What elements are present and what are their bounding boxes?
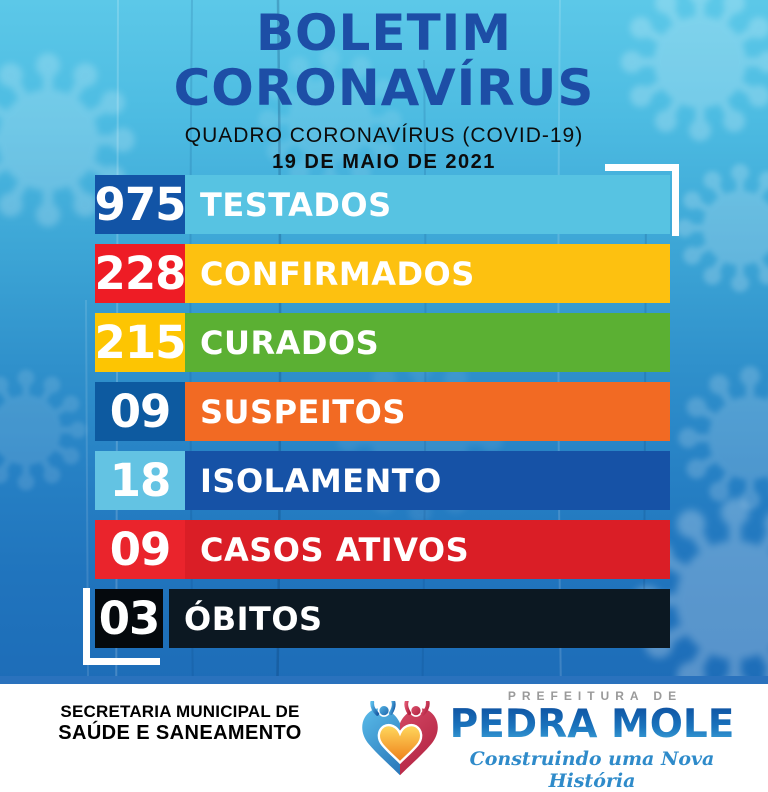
stat-bar: TESTADOS: [185, 175, 670, 234]
subtitle: QUADRO CORONAVÍRUS (COVID-19): [184, 124, 584, 147]
stat-value: 03: [95, 589, 163, 648]
stat-label: CONFIRMADOS: [200, 254, 475, 293]
stat-row-isolamento: 18 ISOLAMENTO: [95, 451, 670, 510]
stat-bar: ISOLAMENTO: [185, 451, 670, 510]
pedra-mole-logo: PREFEITURA DE PEDRA MOLE Construindo uma…: [358, 687, 738, 792]
figure-right-icon: [404, 700, 430, 717]
stat-row-obitos: 03 ÓBITOS: [95, 589, 670, 648]
stat-value: 09: [95, 520, 185, 579]
corner-bracket-bottom-left: [83, 588, 160, 665]
logo-heart-icon: [362, 700, 438, 775]
footer: SECRETARIA MUNICIPAL DE SAÚDE E SANEAMEN…: [0, 684, 768, 792]
stat-row-suspeitos: 09 SUSPEITOS: [95, 382, 670, 441]
title-line-2: CORONAVÍRUS: [173, 59, 595, 117]
stat-value: 975: [95, 175, 186, 234]
stat-bar: CURADOS: [185, 313, 670, 372]
figure-left-icon: [370, 700, 396, 717]
logo-tagline: Construindo uma Nova História: [469, 748, 715, 792]
footer-divider-strip: [0, 676, 768, 684]
logo-city-name: PEDRA MOLE: [450, 702, 735, 747]
stat-value: 228: [95, 244, 186, 303]
stats-board: 975 TESTADOS 228 CONFIRMADOS 215 CURADOS…: [95, 175, 670, 658]
logo-city-name-text: PEDRA MOLE: [450, 703, 735, 745]
stat-bar: CASOS ATIVOS: [185, 520, 670, 579]
stat-label: CASOS ATIVOS: [200, 530, 470, 569]
logo-text-block: PREFEITURA DE PEDRA MOLE Construindo uma…: [446, 687, 738, 792]
logo-top-text: PREFEITURA DE: [507, 689, 683, 703]
bulletin-date: 19 DE MAIO DE 2021: [272, 151, 496, 173]
stat-label: ÓBITOS: [184, 599, 323, 638]
stat-row-confirmados: 228 CONFIRMADOS: [95, 244, 670, 303]
stat-label: ISOLAMENTO: [200, 461, 442, 500]
department-line-1: SECRETARIA MUNICIPAL DE: [60, 702, 300, 721]
stat-label: TESTADOS: [200, 185, 392, 224]
stat-label: SUSPEITOS: [200, 392, 406, 431]
department-name: SECRETARIA MUNICIPAL DE SAÚDE E SANEAMEN…: [18, 701, 342, 745]
title-line-1: BOLETIM: [255, 4, 513, 62]
stat-value: 18: [95, 451, 185, 510]
header: BOLETIM CORONAVÍRUS QUADRO CORONAVÍRUS (…: [0, 6, 768, 174]
stat-row-testados: 975 TESTADOS: [95, 175, 670, 234]
stat-value: 09: [95, 382, 185, 441]
corner-bracket-top-right: [605, 164, 679, 236]
stat-bar: CONFIRMADOS: [185, 244, 670, 303]
stat-bar: ÓBITOS: [169, 589, 670, 648]
stat-row-casos-ativos: 09 CASOS ATIVOS: [95, 520, 670, 579]
department-line-2: SAÚDE E SANEAMENTO: [58, 722, 302, 744]
stat-value: 215: [95, 313, 186, 372]
stat-bar: SUSPEITOS: [185, 382, 670, 441]
stat-row-curados: 215 CURADOS: [95, 313, 670, 372]
stat-label: CURADOS: [200, 323, 380, 362]
